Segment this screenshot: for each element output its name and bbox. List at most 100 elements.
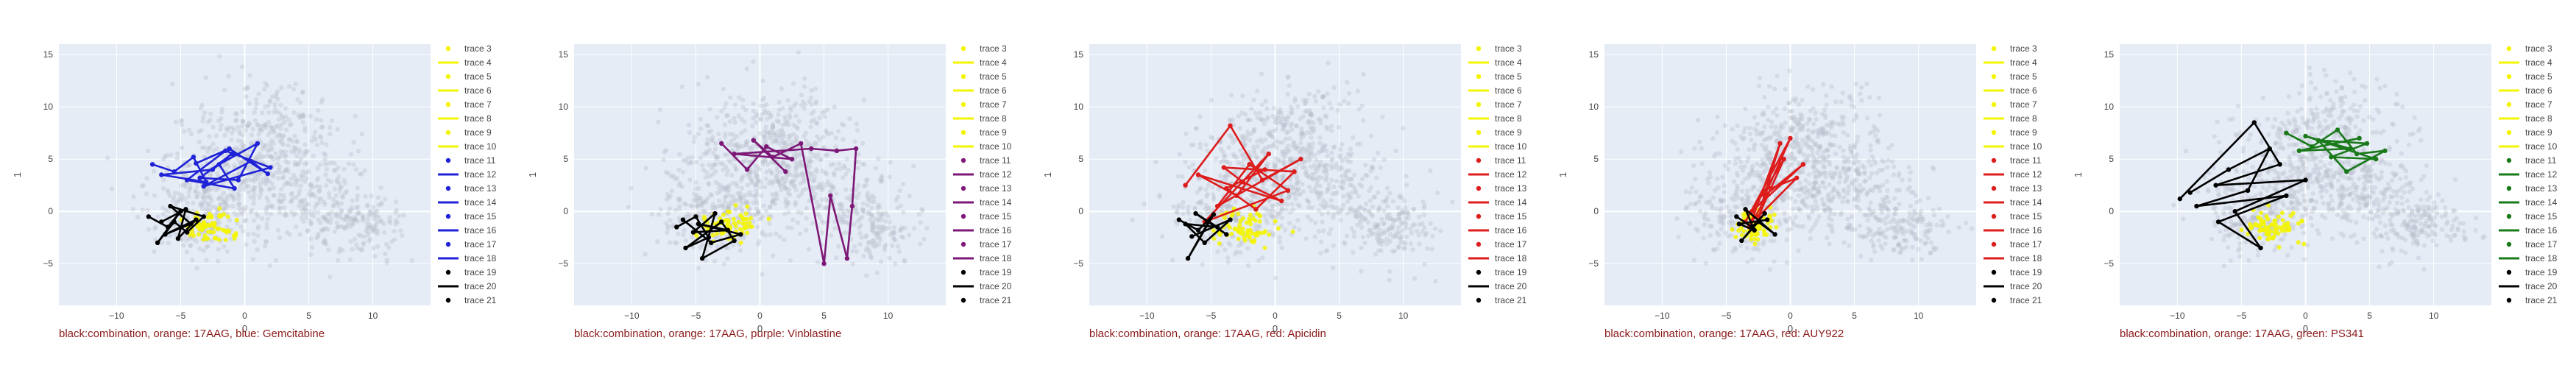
background-point	[1701, 213, 1707, 219]
background-point	[171, 194, 177, 200]
background-point	[319, 227, 325, 233]
background-point	[305, 228, 310, 234]
background-point	[1853, 155, 1858, 161]
background-point	[880, 210, 885, 216]
background-point	[342, 191, 348, 196]
background-point	[306, 191, 311, 197]
background-point	[695, 204, 701, 210]
background-point	[1841, 130, 1847, 135]
background-point	[1331, 243, 1336, 248]
background-point	[1738, 159, 1744, 165]
background-point	[854, 128, 860, 133]
background-point	[247, 121, 252, 127]
background-point	[1197, 186, 1203, 192]
background-point	[1287, 136, 1292, 141]
background-point	[1386, 227, 1391, 233]
background-point	[1311, 129, 1317, 134]
background-point	[1363, 201, 1369, 207]
background-point	[1871, 244, 1876, 250]
background-point	[1816, 130, 1822, 135]
background-point	[243, 182, 248, 188]
background-point	[1306, 146, 1311, 151]
background-point	[793, 199, 799, 205]
background-point	[1774, 206, 1780, 212]
background-point	[1369, 165, 1375, 170]
background-point	[730, 180, 736, 186]
background-point	[817, 214, 823, 219]
background-point	[226, 164, 232, 169]
background-point	[1224, 159, 1230, 164]
highlight-point	[222, 228, 227, 233]
background-point	[334, 177, 340, 183]
background-point	[1759, 142, 1765, 148]
background-point	[725, 256, 730, 261]
background-point	[1345, 79, 1350, 85]
background-point	[1829, 217, 1835, 223]
background-point	[1839, 114, 1844, 120]
background-point	[363, 228, 369, 234]
background-point	[1390, 225, 1395, 230]
background-point	[1416, 214, 1422, 220]
background-point	[228, 236, 234, 241]
background-point	[1853, 185, 1858, 191]
background-point	[656, 212, 662, 217]
background-point	[833, 135, 838, 141]
background-point	[1845, 225, 1850, 231]
background-point	[852, 222, 857, 227]
background-point	[294, 154, 300, 159]
background-point	[1877, 226, 1882, 232]
background-point	[1897, 227, 1903, 232]
y-tick-label: 5	[563, 154, 568, 164]
background-point	[1766, 105, 1771, 110]
background-point	[205, 244, 210, 249]
background-point	[1227, 117, 1233, 123]
background-point	[1897, 188, 1903, 193]
background-point	[776, 112, 781, 118]
background-point	[747, 171, 752, 177]
background-point	[1328, 124, 1334, 129]
background-point	[179, 145, 185, 150]
background-point	[261, 143, 266, 149]
background-point	[1791, 138, 1797, 144]
background-point	[1785, 227, 1791, 233]
background-point	[240, 228, 246, 234]
background-point	[241, 152, 247, 157]
background-point	[1197, 219, 1203, 224]
drug-series-point	[1240, 180, 1246, 185]
background-point	[307, 219, 313, 224]
background-point	[1370, 204, 1376, 209]
background-point	[353, 113, 358, 119]
background-point	[181, 243, 186, 248]
background-point	[185, 163, 190, 168]
legend-entry: trace 9	[464, 127, 492, 138]
background-point	[823, 128, 829, 133]
background-point	[283, 149, 289, 155]
background-point	[1267, 129, 1273, 134]
background-point	[1946, 229, 1951, 235]
background-point	[1273, 117, 1278, 123]
background-point	[812, 174, 818, 180]
background-point	[767, 168, 772, 173]
background-point	[841, 122, 847, 128]
background-point	[1844, 174, 1850, 180]
drug-series-point	[799, 141, 804, 146]
background-point	[1273, 127, 1278, 132]
background-point	[719, 108, 724, 114]
background-point	[891, 230, 896, 236]
background-point	[1809, 145, 1814, 150]
background-point	[255, 247, 260, 252]
background-point	[868, 254, 874, 259]
background-point	[173, 119, 179, 125]
background-point	[1768, 238, 1774, 244]
background-point	[255, 156, 261, 161]
background-point	[809, 118, 814, 124]
background-point	[1395, 244, 1401, 250]
background-point	[269, 125, 274, 130]
background-point	[1325, 91, 1330, 96]
background-point	[1813, 110, 1818, 116]
background-point	[1847, 166, 1853, 171]
background-point	[255, 122, 261, 127]
background-point	[762, 107, 768, 113]
background-point	[785, 225, 790, 230]
background-point	[396, 213, 402, 219]
